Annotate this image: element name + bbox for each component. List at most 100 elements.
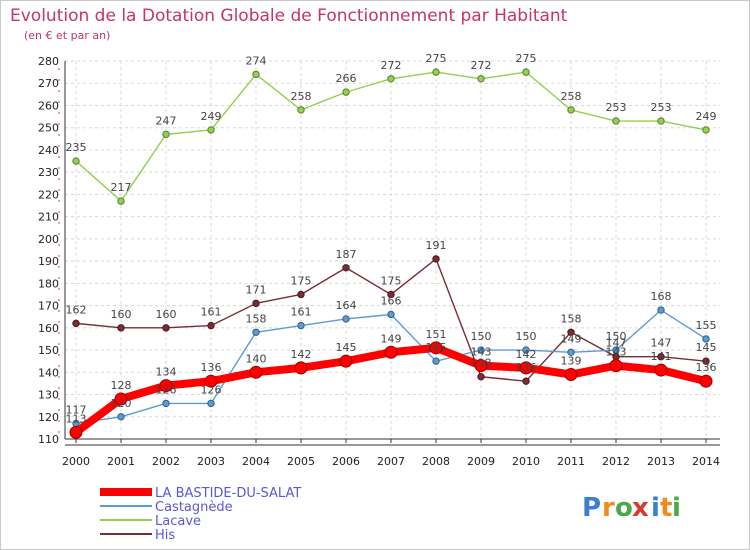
data-label: 171 <box>246 283 267 296</box>
data-label: 187 <box>336 248 357 261</box>
data-label: 166 <box>381 294 402 307</box>
data-label: 235 <box>66 141 87 154</box>
data-point <box>249 365 263 379</box>
data-label: 136 <box>516 361 537 374</box>
x-tick-label: 2012 <box>602 455 630 468</box>
data-label: 266 <box>336 72 357 85</box>
data-point <box>162 324 170 332</box>
data-point <box>432 68 440 76</box>
data-label: 161 <box>291 306 312 319</box>
grid <box>65 60 720 440</box>
data-label: 141 <box>651 350 672 363</box>
logo-letter: i <box>651 493 660 523</box>
series-2 <box>72 306 710 428</box>
logo-letter: P <box>582 493 601 523</box>
series-3 <box>72 68 710 205</box>
data-point <box>387 75 395 83</box>
logo-letter: r <box>602 493 615 523</box>
data-label: 175 <box>381 274 402 287</box>
y-tick-label: 120 <box>38 411 59 424</box>
y-ticks: 110 120 130 140 150 160 170 180 190 200 210 220 230 2… <box>38 55 59 446</box>
y-tick-label: 240 <box>38 144 59 157</box>
data-label: 158 <box>246 312 267 325</box>
chart-title: Evolution de la Dotation Globale de Fonc… <box>10 6 568 26</box>
data-label: 147 <box>606 337 627 350</box>
data-label: 275 <box>516 52 537 65</box>
data-point <box>387 290 395 299</box>
data-label: 275 <box>426 52 447 65</box>
data-point <box>702 126 710 134</box>
data-point <box>117 324 125 332</box>
x-tick-label: 2000 <box>62 455 90 468</box>
y-tick-label: 280 <box>38 55 59 68</box>
data-label: 150 <box>606 330 627 343</box>
data-label: 140 <box>246 352 267 365</box>
y-tick-label: 110 <box>38 433 59 446</box>
x-tick-label: 2002 <box>152 455 180 468</box>
data-label: 161 <box>201 306 222 319</box>
series-1 <box>69 341 713 439</box>
data-label: 191 <box>426 239 447 252</box>
y-tick-label: 160 <box>38 322 59 335</box>
data-point <box>609 359 623 373</box>
x-tick-label: 2006 <box>332 455 360 468</box>
x-tick-label: 2014 <box>692 455 720 468</box>
data-label: 128 <box>111 379 132 392</box>
data-point <box>567 106 575 114</box>
data-label: 149 <box>561 332 582 345</box>
data-label: 145 <box>696 341 717 354</box>
data-label: 134 <box>156 366 177 379</box>
y-tick-label: 200 <box>38 233 59 246</box>
data-point <box>342 264 350 272</box>
data-point <box>612 346 620 354</box>
y-tick-label: 130 <box>38 389 59 402</box>
data-point <box>297 290 305 299</box>
data-point <box>657 353 665 361</box>
data-point <box>114 392 128 406</box>
data-point <box>432 255 440 263</box>
logo-letter: x <box>632 493 649 523</box>
data-label: 168 <box>651 290 672 303</box>
data-point <box>477 75 485 83</box>
data-point <box>567 348 575 356</box>
data-label: 142 <box>291 348 312 361</box>
y-tick-label: 180 <box>38 277 59 290</box>
x-tick-label: 2004 <box>242 455 270 468</box>
y-tick-label: 230 <box>38 166 59 179</box>
data-point <box>387 310 395 319</box>
data-label: 274 <box>246 54 267 67</box>
x-tick-label: 2013 <box>647 455 675 468</box>
data-point <box>207 321 215 330</box>
data-label: 249 <box>201 110 222 123</box>
data-point <box>339 354 353 368</box>
data-label: 113 <box>66 412 87 425</box>
x-tick-label: 2001 <box>107 455 135 468</box>
y-tick-label: 140 <box>38 366 59 379</box>
data-label: 147 <box>651 337 672 350</box>
data-label: 160 <box>156 308 177 321</box>
data-point <box>159 379 173 393</box>
data-label: 136 <box>201 361 222 374</box>
data-label: 126 <box>156 383 177 396</box>
data-label: 158 <box>561 312 582 325</box>
data-point <box>69 425 83 439</box>
data-point <box>522 377 530 385</box>
data-label: 258 <box>291 90 312 103</box>
data-label: 272 <box>381 59 402 72</box>
data-label: 175 <box>291 274 312 287</box>
x-tick-label: 2005 <box>287 455 315 468</box>
data-label: 150 <box>516 330 537 343</box>
legend-label: Castagnède <box>155 500 233 515</box>
series-4 <box>72 255 710 385</box>
data-label: 126 <box>201 383 222 396</box>
data-point <box>72 319 80 328</box>
data-point <box>294 361 308 375</box>
data-label: 120 <box>111 397 132 410</box>
data-label: 249 <box>696 110 717 123</box>
data-label: 217 <box>111 181 132 194</box>
legend-label: LA BASTIDE-DU-SALAT <box>155 486 301 501</box>
data-point <box>429 341 443 355</box>
data-label: 164 <box>336 299 357 312</box>
data-label: 136 <box>696 361 717 374</box>
